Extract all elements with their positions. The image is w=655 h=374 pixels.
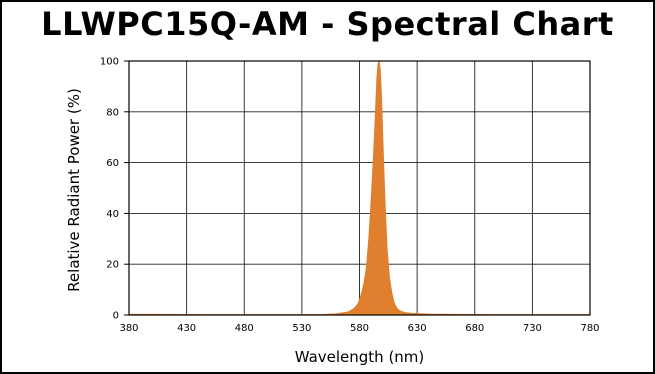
x-tick-label-6: 680: [465, 323, 484, 334]
y-tick-label-2: 40: [106, 209, 119, 220]
y-tick-label-3: 60: [106, 158, 119, 169]
x-tick-label-7: 730: [523, 323, 542, 334]
y-axis-label: Relative Radiant Power (%): [65, 88, 83, 292]
x-tick-label-3: 530: [292, 323, 311, 334]
spectral-area: [128, 59, 591, 316]
chart-grid: [128, 60, 591, 316]
x-tick-label-1: 430: [177, 323, 196, 334]
x-tick-label-8: 780: [580, 323, 599, 334]
x-tick-label-2: 480: [235, 323, 254, 334]
y-tick-label-0: 0: [113, 311, 119, 322]
y-tick-label-1: 20: [106, 260, 119, 271]
y-tick-labels: 0 20 40 60 80 100: [100, 57, 129, 322]
x-axis-label: Wavelength (nm): [295, 348, 425, 366]
y-tick-label-5: 100: [100, 57, 119, 68]
plot-border: [128, 60, 591, 316]
x-tick-label-5: 630: [408, 323, 427, 334]
y-tick-label-4: 80: [106, 107, 119, 118]
chart-title: LLWPC15Q-AM - Spectral Chart: [41, 5, 614, 43]
x-tick-label-0: 380: [119, 323, 138, 334]
x-tick-labels: 380 430 480 530 580 630 680 730 780: [119, 323, 599, 334]
x-tick-label-4: 580: [350, 323, 369, 334]
